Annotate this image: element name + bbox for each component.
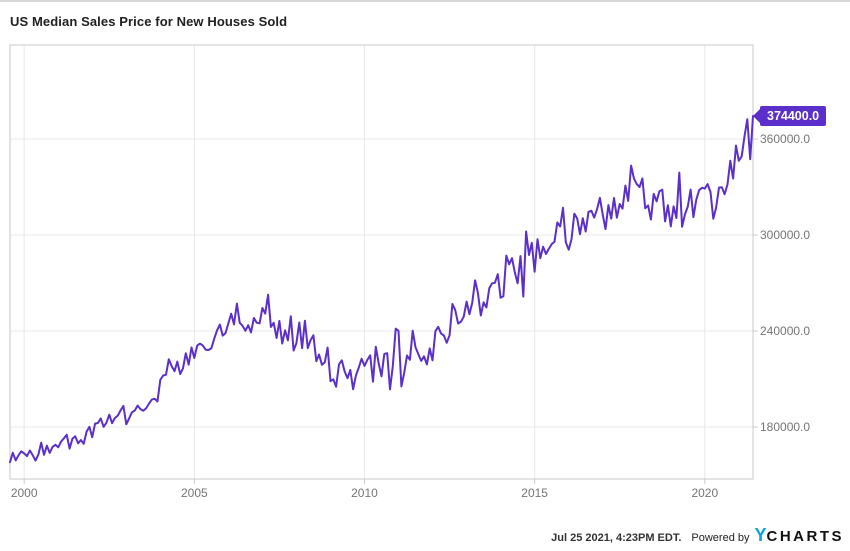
x-axis-tick-label: 2015 [521,486,548,500]
powered-by-label: Powered by [691,532,750,544]
median-price-series-line [9,115,754,464]
ycharts-logo-charts: CHARTS [766,528,844,545]
y-axis-tick-label: 180000.0 [760,420,810,434]
y-axis-tick-label: 240000.0 [760,324,810,338]
ycharts-logo-y: Y [754,525,767,545]
plot-border [9,44,754,480]
y-axis-tick-label: 360000.0 [760,132,810,146]
x-axis-tick-label: 2000 [11,486,38,500]
last-value-label: 374400.0 [767,108,820,123]
y-axis-tick-label: 300000.0 [760,228,810,242]
x-axis-tick-label: 2020 [691,486,718,500]
ycharts-logo[interactable]: YCHARTS [754,525,844,546]
timestamp: Jul 25 2021, 4:23PM EDT. [551,532,682,544]
x-axis-tick-label: 2005 [181,486,208,500]
x-axis-tick-label: 2010 [351,486,378,500]
chart-title: US Median Sales Price for New Houses Sol… [10,14,288,29]
last-value-badge: 374400.0 [752,105,827,126]
footer: Jul 25 2021, 4:23PM EDT. Powered by YCHA… [551,525,844,546]
